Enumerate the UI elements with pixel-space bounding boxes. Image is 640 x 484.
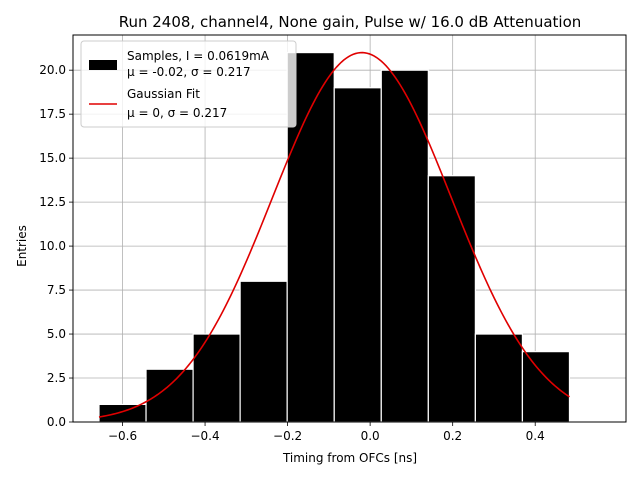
x-tick-label: 0.4 [526,429,545,443]
histogram-bar [474,333,524,423]
y-tick-label: 5.0 [47,327,66,341]
gaussian-fit-line [98,51,570,418]
x-tick-label: −0.2 [273,429,302,443]
x-tick-label: −0.6 [108,429,137,443]
y-tick-label: 15.0 [39,151,66,165]
histogram-bar [427,175,476,423]
axes-frame [72,34,627,423]
histogram-bar [286,51,335,423]
y-tick-label: 10.0 [39,239,66,253]
legend: Samples, I = 0.0619mA μ = -0.02, σ = 0.2… [80,40,297,128]
y-tick-label: 0.0 [47,415,66,429]
y-tick-label: 20.0 [39,63,66,77]
histogram-bar [380,69,429,423]
histogram-bar [145,368,194,423]
legend-fit-stats: μ = 0, σ = 0.217 [127,106,227,120]
legend-fit-label: Gaussian Fit [127,87,200,101]
histogram-bar [333,87,382,423]
histogram-bar [521,351,571,423]
histogram-bar [192,333,241,423]
y-axis-label: Entries [15,225,29,267]
histogram-bar [239,280,288,423]
x-tick-label: 0.2 [443,429,462,443]
histogram-bar [98,403,147,423]
x-tick-label: −0.4 [190,429,219,443]
histogram-bars [98,51,571,423]
chart-title: Run 2408, channel4, None gain, Pulse w/ … [119,13,582,31]
legend-histogram-label: Samples, I = 0.0619mA [127,49,270,63]
y-tick-label: 7.5 [47,283,66,297]
legend-histogram-stats: μ = -0.02, σ = 0.217 [127,65,251,79]
x-axis-label: Timing from OFCs [ns] [282,451,417,465]
y-tick-label: 2.5 [47,371,66,385]
legend-histogram-swatch [89,60,117,70]
y-axis-ticks: 0.0 2.5 5.0 7.5 10.0 12.5 15.0 17.5 20.0 [39,63,73,429]
legend-box [80,40,297,128]
x-tick-label: 0.0 [361,429,380,443]
y-tick-label: 12.5 [39,195,66,209]
y-tick-label: 17.5 [39,107,66,121]
x-axis-ticks: −0.6 −0.4 −0.2 0.0 0.2 0.4 [108,422,545,443]
